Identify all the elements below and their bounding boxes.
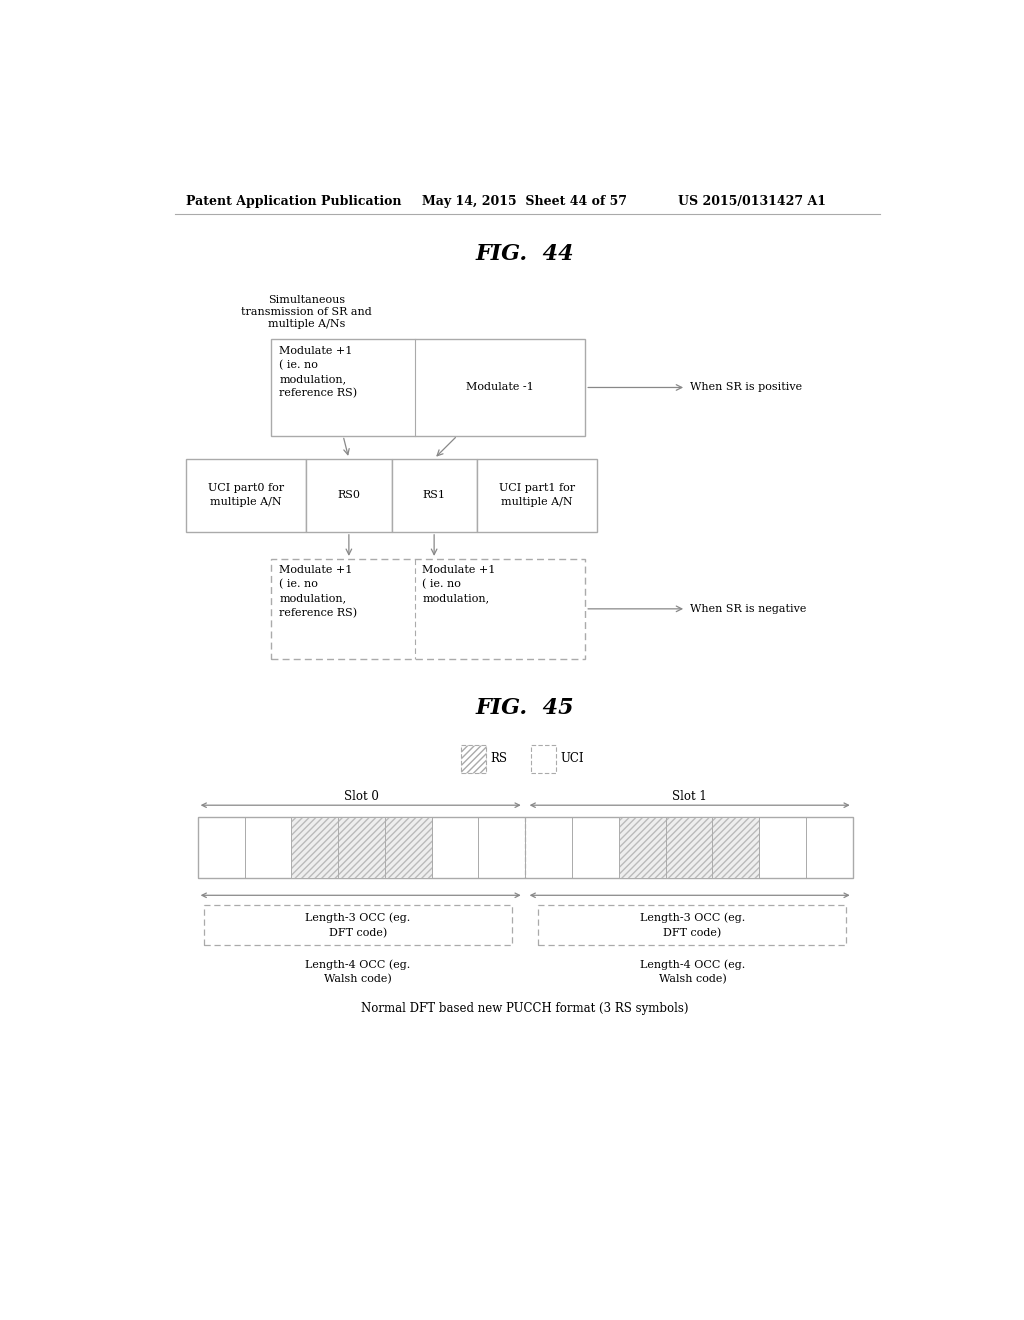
- Bar: [198, 817, 853, 878]
- Text: RS0: RS0: [337, 490, 360, 500]
- Text: FIG.  44: FIG. 44: [475, 243, 574, 265]
- Text: May 14, 2015  Sheet 44 of 57: May 14, 2015 Sheet 44 of 57: [423, 195, 628, 209]
- Bar: [291, 817, 338, 878]
- Text: UCI: UCI: [560, 752, 584, 766]
- Text: FIG.  45: FIG. 45: [475, 697, 574, 719]
- Text: When SR is negative: When SR is negative: [690, 603, 806, 614]
- Bar: [478, 817, 525, 878]
- Text: US 2015/0131427 A1: US 2015/0131427 A1: [678, 195, 826, 209]
- Text: Patent Application Publication: Patent Application Publication: [186, 195, 401, 209]
- Bar: [713, 817, 759, 878]
- Bar: [338, 817, 385, 878]
- Bar: [666, 817, 713, 878]
- Text: Modulate +1
( ie. no
modulation,
reference RS): Modulate +1 ( ie. no modulation, referen…: [280, 565, 357, 618]
- Text: When SR is positive: When SR is positive: [690, 383, 802, 392]
- Bar: [539, 906, 847, 945]
- Bar: [186, 459, 306, 532]
- Text: Modulate +1
( ie. no
modulation,: Modulate +1 ( ie. no modulation,: [423, 565, 496, 603]
- Bar: [666, 817, 713, 878]
- Bar: [306, 459, 391, 532]
- Text: UCI part1 for
multiple A/N: UCI part1 for multiple A/N: [499, 483, 574, 507]
- Text: Modulate +1
( ie. no
modulation,
reference RS): Modulate +1 ( ie. no modulation, referen…: [280, 346, 357, 399]
- Bar: [461, 744, 486, 774]
- Bar: [432, 817, 478, 878]
- Text: Slot 0: Slot 0: [344, 789, 379, 803]
- Bar: [618, 817, 666, 878]
- Text: Length-4 OCC (eg.
Walsh code): Length-4 OCC (eg. Walsh code): [640, 960, 745, 985]
- Text: RS1: RS1: [423, 490, 445, 500]
- Bar: [204, 906, 512, 945]
- Bar: [525, 817, 572, 878]
- Text: Modulate -1: Modulate -1: [466, 383, 534, 392]
- Bar: [477, 459, 597, 532]
- Bar: [291, 817, 338, 878]
- Bar: [759, 817, 806, 878]
- Bar: [271, 558, 586, 659]
- Bar: [572, 817, 618, 878]
- Bar: [245, 817, 291, 878]
- Bar: [391, 459, 477, 532]
- Bar: [806, 817, 853, 878]
- Bar: [198, 817, 245, 878]
- Text: Slot 1: Slot 1: [672, 789, 707, 803]
- Bar: [531, 744, 556, 774]
- Text: Normal DFT based new PUCCH format (3 RS symbols): Normal DFT based new PUCCH format (3 RS …: [361, 1002, 688, 1015]
- Text: Simultaneous
transmission of SR and
multiple A/Ns: Simultaneous transmission of SR and mult…: [241, 296, 372, 329]
- Text: Length-3 OCC (eg.
DFT code): Length-3 OCC (eg. DFT code): [305, 913, 411, 937]
- Bar: [385, 817, 432, 878]
- Text: Length-3 OCC (eg.
DFT code): Length-3 OCC (eg. DFT code): [640, 913, 745, 937]
- Bar: [338, 817, 385, 878]
- Text: RS: RS: [490, 752, 508, 766]
- Bar: [618, 817, 666, 878]
- Bar: [271, 339, 586, 436]
- Bar: [713, 817, 759, 878]
- Text: Length-4 OCC (eg.
Walsh code): Length-4 OCC (eg. Walsh code): [305, 960, 411, 985]
- Text: UCI part0 for
multiple A/N: UCI part0 for multiple A/N: [208, 483, 285, 507]
- Bar: [385, 817, 432, 878]
